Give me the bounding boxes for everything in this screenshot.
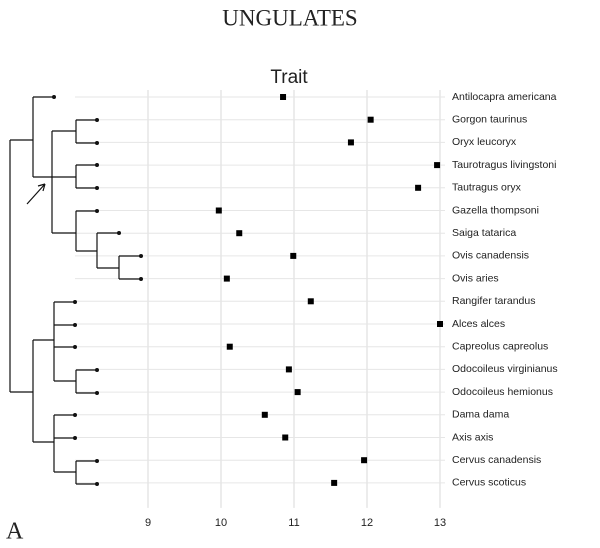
category-label: Ovis aries bbox=[452, 272, 499, 284]
dot bbox=[437, 321, 443, 327]
category-label: Gorgon taurinus bbox=[452, 113, 527, 125]
category-label: Odocoileus hemionus bbox=[452, 386, 553, 398]
category-label: Taurotragus livingstoni bbox=[452, 159, 556, 171]
dot bbox=[434, 162, 441, 169]
category-label: Saiga tatarica bbox=[452, 227, 516, 239]
dot bbox=[307, 298, 314, 305]
dot bbox=[361, 457, 368, 464]
category-label: Ovis canadensis bbox=[452, 250, 529, 262]
dot bbox=[215, 207, 222, 214]
dot bbox=[415, 184, 422, 191]
category-label: Cervus canadensis bbox=[452, 454, 541, 466]
category-label: Dama dama bbox=[452, 409, 509, 421]
dot bbox=[280, 94, 287, 100]
category-label: Gazella thompsoni bbox=[452, 204, 539, 216]
x-tick-label: 13 bbox=[434, 517, 446, 529]
category-label: Cervus scoticus bbox=[452, 477, 526, 489]
dot bbox=[285, 366, 292, 373]
x-tick-label: 12 bbox=[361, 517, 373, 529]
tree bbox=[9, 96, 141, 485]
category-label: Axis axis bbox=[452, 431, 493, 443]
category-label: Rangifer tarandus bbox=[452, 295, 535, 307]
category-label: Capreolus capreolus bbox=[452, 340, 548, 352]
dot bbox=[236, 230, 243, 237]
axis-title: Trait bbox=[270, 67, 308, 88]
dot bbox=[294, 389, 301, 396]
dot bbox=[261, 411, 268, 418]
chart-title: UNGULATES bbox=[222, 5, 357, 30]
category-label: Antilocapra americana bbox=[452, 91, 557, 103]
dot bbox=[347, 139, 354, 146]
x-tick-label: 9 bbox=[145, 517, 151, 529]
dot bbox=[290, 252, 297, 259]
dot bbox=[282, 434, 289, 441]
category-label: Oryx leucoryx bbox=[452, 136, 517, 148]
x-tick-label: 10 bbox=[215, 517, 227, 529]
category-label: Tautragus oryx bbox=[452, 182, 522, 194]
dot bbox=[331, 479, 338, 486]
category-label: Odocoileus virginianus bbox=[452, 363, 558, 375]
x-tick-label: 11 bbox=[288, 517, 299, 529]
category-label: Alces alces bbox=[452, 318, 505, 330]
dot bbox=[367, 116, 374, 123]
panel-label: A bbox=[6, 519, 24, 545]
dot bbox=[226, 343, 233, 350]
tips bbox=[52, 95, 143, 486]
dot bbox=[223, 275, 230, 282]
